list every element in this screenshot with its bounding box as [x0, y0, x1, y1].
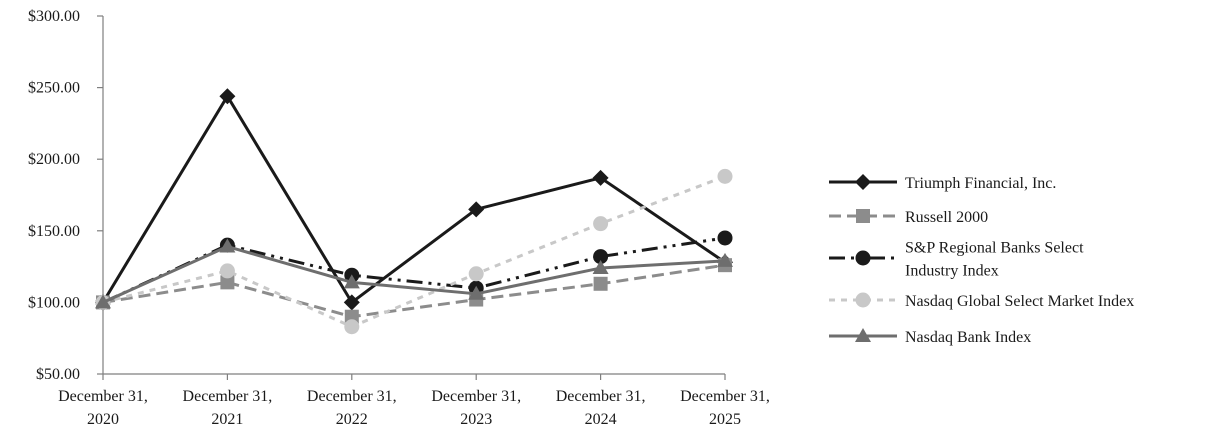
series-line — [102, 245, 726, 304]
data-point — [219, 263, 235, 279]
series-line — [102, 263, 726, 319]
data-point — [717, 230, 733, 246]
series-1 — [96, 258, 732, 324]
data-point — [468, 285, 485, 300]
x-tick-label: December 31, 2024 — [556, 388, 646, 428]
y-tick-label: $300.00 — [28, 8, 80, 25]
data-point — [717, 252, 733, 267]
data-point — [468, 201, 485, 218]
x-tick-label: December 31, 2022 — [307, 388, 397, 428]
legend-label: S&P Regional Banks Select Industry Index — [905, 240, 1084, 280]
data-point — [95, 294, 111, 309]
data-point — [344, 319, 360, 335]
legend-label: Russell 2000 — [905, 209, 988, 226]
legend-item: S&P Regional Banks Select Industry Index — [829, 240, 1084, 280]
data-point — [468, 266, 484, 282]
legend-marker — [856, 209, 870, 223]
data-point — [592, 260, 609, 275]
axes: $50.00 $100.00 $150.00 $200.00 $250.00 $300.0… — [28, 8, 770, 428]
legend-marker — [855, 328, 871, 342]
x-tick-label: December 31, 2021 — [183, 388, 273, 428]
data-point — [592, 169, 609, 186]
data-point — [717, 168, 733, 184]
data-point — [593, 276, 608, 291]
y-tick-label: $200.00 — [28, 151, 80, 168]
data-point — [343, 274, 360, 289]
x-tick-label: December 31, 2023 — [431, 388, 521, 428]
series-layer — [95, 88, 733, 335]
legend-label: Nasdaq Bank Index — [905, 329, 1031, 346]
series-line — [102, 236, 726, 304]
legend-marker — [855, 174, 871, 190]
legend-marker — [855, 250, 871, 266]
series-line — [101, 94, 726, 304]
y-tick-label: $250.00 — [28, 80, 80, 97]
legend-marker — [855, 292, 871, 308]
y-tick-label: $150.00 — [28, 223, 80, 240]
data-point — [593, 216, 609, 232]
x-tick-label: December 31, 2025 — [680, 388, 770, 428]
legend-item: Nasdaq Global Select Market Index — [829, 292, 1134, 310]
legend-item: Nasdaq Bank Index — [829, 328, 1031, 346]
data-point — [593, 249, 609, 265]
y-tick-label: $100.00 — [28, 294, 80, 311]
series-2 — [95, 230, 733, 310]
data-point — [343, 294, 360, 311]
y-tick-label: $50.00 — [36, 366, 80, 383]
data-point — [219, 238, 236, 253]
series-4 — [95, 238, 733, 309]
legend-label: Triumph Financial, Inc. — [905, 175, 1056, 192]
legend-item: Russell 2000 — [829, 209, 988, 226]
data-point — [219, 88, 236, 105]
legend-item: Triumph Financial, Inc. — [829, 174, 1056, 192]
series-line — [102, 174, 726, 329]
legend-label: Nasdaq Global Select Market Index — [905, 293, 1134, 310]
x-tick-label: December 31, 2020 — [58, 388, 148, 428]
data-point — [220, 275, 235, 290]
legend: Triumph Financial, Inc. Russell 2000 S&P R… — [829, 174, 1134, 346]
